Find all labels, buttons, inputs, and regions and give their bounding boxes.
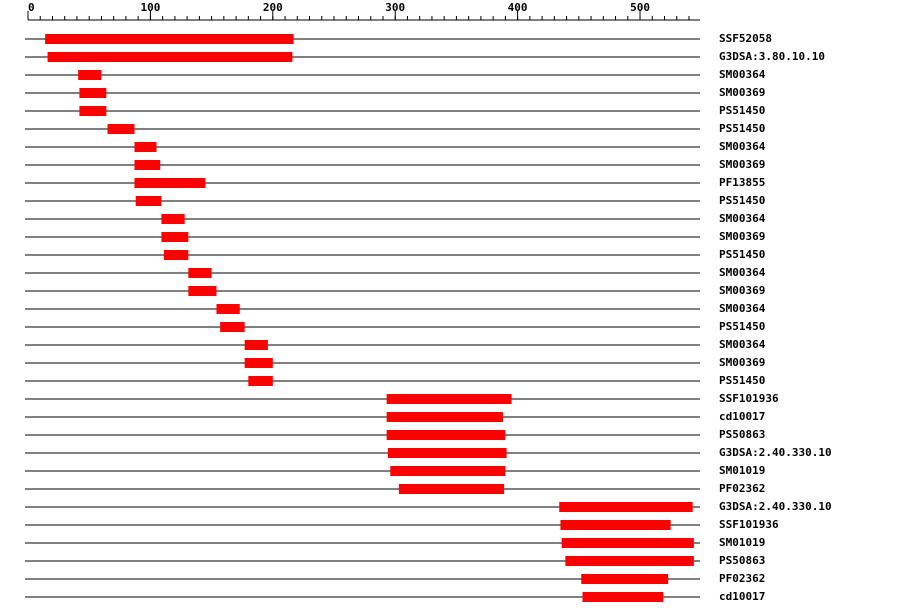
domain-bar (79, 106, 107, 116)
domain-bar (386, 394, 512, 404)
row-label: PS50863 (719, 554, 765, 567)
row-label: SM00364 (719, 302, 766, 315)
row-label: SM00364 (719, 266, 766, 279)
row-label: PS51450 (719, 248, 765, 261)
domain-bar (78, 70, 102, 80)
domain-bar (386, 412, 503, 422)
row-label: G3DSA:3.80.10.10 (719, 50, 825, 63)
row-label: SSF52058 (719, 32, 772, 45)
row-label: SM00364 (719, 338, 766, 351)
domain-bar (398, 484, 505, 494)
domain-bar (107, 124, 135, 134)
row-label: SM00364 (719, 68, 766, 81)
row-label: G3DSA:2.40.330.10 (719, 500, 832, 513)
domain-bar (45, 34, 294, 44)
domain-bar (47, 52, 293, 62)
domain-bar (559, 502, 693, 512)
x-tick-label: 300 (385, 1, 405, 14)
row-label: SM00364 (719, 212, 766, 225)
row-label: SM00369 (719, 86, 765, 99)
domain-bar (161, 232, 189, 242)
domain-bar (560, 520, 671, 530)
row-label: SM01019 (719, 464, 765, 477)
domain-bar (244, 358, 273, 368)
domain-bar (135, 196, 162, 206)
x-tick-label: 0 (28, 1, 35, 14)
domain-bar (79, 88, 107, 98)
domain-bar (248, 376, 273, 386)
domain-bar (216, 304, 240, 314)
row-label: PS51450 (719, 122, 765, 135)
row-label: SM00369 (719, 284, 765, 297)
domain-bar (387, 448, 507, 458)
row-label: G3DSA:2.40.330.10 (719, 446, 832, 459)
domain-bar (386, 430, 506, 440)
domain-bar (581, 574, 669, 584)
x-tick-label: 200 (263, 1, 283, 14)
domain-bar (220, 322, 245, 332)
domain-bar (582, 592, 664, 602)
domain-bar (565, 556, 694, 566)
domain-bar (161, 214, 185, 224)
row-label: SM01019 (719, 536, 765, 549)
domain-bar (188, 268, 212, 278)
domain-bar (244, 340, 268, 350)
row-label: PF02362 (719, 482, 765, 495)
row-label: SSF101936 (719, 518, 779, 531)
row-label: PF02362 (719, 572, 765, 585)
row-label: cd10017 (719, 410, 765, 423)
row-label: PS51450 (719, 194, 765, 207)
domain-bar (134, 178, 206, 188)
x-tick-label: 500 (630, 1, 650, 14)
domain-bar (163, 250, 189, 260)
domain-bar (188, 286, 217, 296)
domain-bar (134, 160, 161, 170)
row-label: SM00369 (719, 356, 765, 369)
row-label: SSF101936 (719, 392, 779, 405)
row-label: PS51450 (719, 374, 765, 387)
row-label: SM00369 (719, 230, 765, 243)
row-label: cd10017 (719, 590, 765, 603)
row-label: SM00364 (719, 140, 766, 153)
row-label: PS50863 (719, 428, 765, 441)
domain-bar (390, 466, 506, 476)
row-label: SM00369 (719, 158, 765, 171)
x-tick-label: 400 (508, 1, 528, 14)
row-label: PS51450 (719, 104, 765, 117)
x-tick-label: 100 (140, 1, 160, 14)
row-label: PS51450 (719, 320, 765, 333)
domain-bar (134, 142, 157, 152)
row-label: PF13855 (719, 176, 765, 189)
domain-bar (561, 538, 694, 548)
